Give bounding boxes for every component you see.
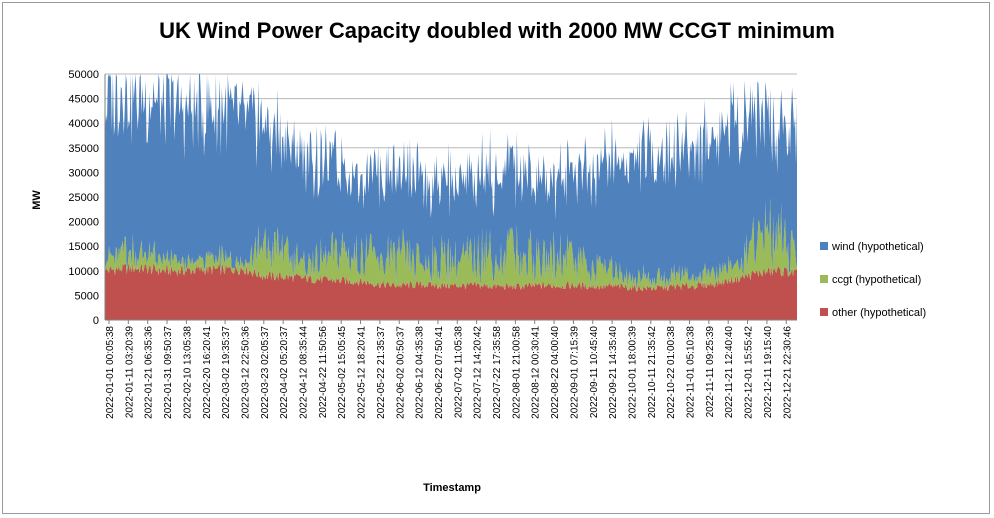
y-tick-label: 35000 xyxy=(68,143,99,155)
x-tick-label: 2022-05-22 21:35:37 xyxy=(376,326,387,419)
x-tick-label: 2022-06-22 07:50:41 xyxy=(434,326,445,419)
legend-label: wind (hypothetical) xyxy=(831,241,924,253)
x-tick-label: 2022-06-12 04:35:38 xyxy=(415,326,426,419)
y-tick-label: 15000 xyxy=(68,241,99,253)
x-tick-label: 2022-08-01 21:00:58 xyxy=(511,326,522,419)
x-tick-label: 2022-03-12 22:50:36 xyxy=(240,326,251,419)
y-tick-label: 25000 xyxy=(68,192,99,204)
x-tick-label: 2022-04-22 11:50:56 xyxy=(318,326,329,419)
area-series-1 xyxy=(105,197,797,292)
chart-title: UK Wind Power Capacity doubled with 2000… xyxy=(159,18,835,43)
area-series-2 xyxy=(105,74,797,290)
x-tick-label: 2022-04-02 05:20:37 xyxy=(279,326,290,419)
x-tick-label: 2022-09-21 14:35:40 xyxy=(608,326,619,419)
y-axis-label: MW xyxy=(31,190,43,210)
y-tick-label: 40000 xyxy=(68,118,99,130)
x-tick-label: 2022-01-21 06:35:36 xyxy=(144,326,155,419)
x-tick-label: 2022-11-01 05:10:38 xyxy=(686,326,697,419)
x-tick-label: 2022-10-01 18:00:39 xyxy=(627,326,638,419)
x-tick-label: 2022-09-01 07:15:39 xyxy=(569,326,580,419)
x-tick-labels: 2022-01-01 00:05:38 2022-01-11 03:20:39 20… xyxy=(105,320,793,419)
y-tick-label: 0 xyxy=(93,315,99,327)
stacked-areas xyxy=(105,74,797,320)
x-tick-label: 2022-10-11 21:35:42 xyxy=(647,326,658,419)
x-tick-label: 2022-03-02 19:35:37 xyxy=(221,326,232,419)
y-tick-label: 30000 xyxy=(68,167,99,179)
x-tick-label: 2022-02-10 13:05:38 xyxy=(182,326,193,419)
legend-label: other (hypothetical) xyxy=(832,307,926,319)
y-tick-labels: 0 5000 10000 15000 20000 25000 30000 35000 40000… xyxy=(68,69,99,327)
x-tick-label: 2022-12-01 15:55:42 xyxy=(744,326,755,419)
y-tick-label: 10000 xyxy=(68,266,99,278)
x-tick-label: 2022-07-12 14:20:42 xyxy=(473,326,484,419)
x-tick-label: 2022-01-31 09:50:37 xyxy=(163,326,174,419)
x-tick-label: 2022-09-11 10:45:40 xyxy=(589,326,600,419)
y-tick-label: 45000 xyxy=(68,94,99,106)
x-tick-label: 2022-01-01 00:05:38 xyxy=(105,326,116,419)
legend-swatch xyxy=(820,242,828,250)
legend-swatch xyxy=(820,308,828,316)
y-tick-label: 50000 xyxy=(68,69,99,81)
x-tick-label: 2022-02-20 16:20:41 xyxy=(202,326,213,419)
x-tick-label: 2022-01-11 03:20:39 xyxy=(124,326,135,419)
x-tick-label: 2022-05-02 15:05:45 xyxy=(337,326,348,419)
area-series-0 xyxy=(105,262,797,320)
x-tick-label: 2022-04-12 08:35:44 xyxy=(299,326,310,419)
x-tick-label: 2022-07-02 11:05:38 xyxy=(453,326,464,419)
x-tick-label: 2022-11-11 09:25:39 xyxy=(705,326,716,418)
x-tick-label: 2022-12-11 19:15:40 xyxy=(763,326,774,419)
x-tick-label: 2022-07-22 17:35:58 xyxy=(492,326,503,419)
axes xyxy=(104,74,797,321)
legend: wind (hypothetical) ccgt (hypothetical) ot… xyxy=(820,241,926,319)
x-tick-label: 2022-12-21 22:30:46 xyxy=(782,326,793,419)
x-tick-label: 2022-11-21 12:40:40 xyxy=(724,326,735,419)
y-tick-label: 20000 xyxy=(68,217,99,229)
x-tick-label: 2022-08-22 04:00:40 xyxy=(550,326,561,419)
x-tick-label: 2022-03-23 02:05:37 xyxy=(260,326,271,419)
x-tick-label: 2022-10-22 01:00:38 xyxy=(666,326,677,419)
x-tick-label: 2022-05-12 18:20:41 xyxy=(357,326,368,419)
x-tick-label: 2022-08-12 00:30:41 xyxy=(531,326,542,419)
legend-label: ccgt (hypothetical) xyxy=(832,274,921,286)
y-tick-label: 5000 xyxy=(75,290,99,302)
x-axis-label: Timestamp xyxy=(423,482,481,494)
legend-swatch xyxy=(820,275,828,283)
x-tick-label: 2022-06-02 00:50:37 xyxy=(395,326,406,419)
